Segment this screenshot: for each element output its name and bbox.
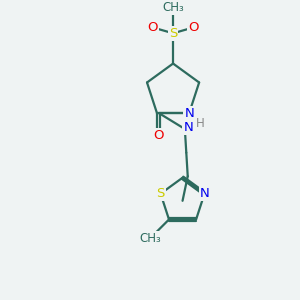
Text: S: S bbox=[169, 27, 177, 40]
Text: O: O bbox=[154, 129, 164, 142]
Text: N: N bbox=[200, 187, 209, 200]
Text: H: H bbox=[196, 117, 205, 130]
Text: CH₃: CH₃ bbox=[140, 232, 161, 245]
Text: O: O bbox=[148, 21, 158, 34]
Text: CH₃: CH₃ bbox=[162, 1, 184, 14]
Text: S: S bbox=[156, 187, 165, 200]
Text: N: N bbox=[183, 121, 193, 134]
Text: N: N bbox=[184, 106, 194, 120]
Text: O: O bbox=[188, 21, 199, 34]
